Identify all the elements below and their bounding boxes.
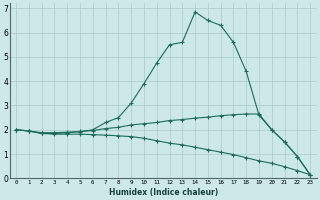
X-axis label: Humidex (Indice chaleur): Humidex (Indice chaleur) bbox=[108, 188, 218, 197]
